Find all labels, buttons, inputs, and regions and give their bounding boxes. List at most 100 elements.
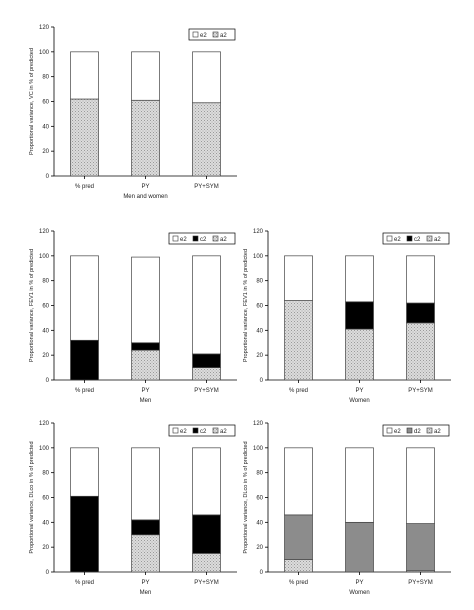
bar-segment-a2 xyxy=(406,322,435,381)
x-tick-label: % pred xyxy=(289,388,308,394)
chart-panel-2: 0 20 40 60 80 100 120 % pred PY PY+SYM Men Proporti… xyxy=(29,229,237,404)
legend-swatch-a2 xyxy=(426,427,433,434)
y-tick-label: 120 xyxy=(253,421,264,427)
bar-segment-a2 xyxy=(345,328,374,381)
y-axis-title: Proportional variance, FEV1 in % of pred… xyxy=(29,249,35,362)
bar-segment-e2 xyxy=(131,256,160,344)
legend-swatch-e2 xyxy=(172,235,179,242)
legend-swatch-a2 xyxy=(212,235,219,242)
bar-segment-e2 xyxy=(70,447,99,497)
bar-segment-d2 xyxy=(345,521,374,573)
legend-swatch-e2 xyxy=(192,31,199,38)
bar-segment-d2 xyxy=(406,523,435,572)
bar-segment-a2 xyxy=(131,534,160,573)
y-tick-label: 100 xyxy=(253,446,264,452)
x-tick-label: PY xyxy=(141,580,149,586)
legend-label-c2: c2 xyxy=(200,429,207,435)
chart-panel-3: 0 20 40 60 80 100 120 % pred PY PY+SYM Women Propor… xyxy=(243,229,451,404)
y-axis-title: Proportional variance, DLco in % of pred… xyxy=(243,441,249,553)
legend-swatch-e2 xyxy=(386,235,393,242)
y-axis-title: Proportional variance, DLco in % of pred… xyxy=(29,441,35,553)
y-tick-label: 40 xyxy=(42,520,49,526)
legend-swatch-a2 xyxy=(212,427,219,434)
bar-segment-e2 xyxy=(406,447,435,524)
y-tick-label: 100 xyxy=(39,446,50,452)
y-tick-label: 120 xyxy=(253,229,264,235)
legend-swatch-e2 xyxy=(172,427,179,434)
y-tick-label: 80 xyxy=(256,279,263,285)
y-tick-label: 0 xyxy=(46,174,50,180)
bar-segment-c2 xyxy=(345,301,374,330)
chart-panel-1: 0 20 40 60 80 100 120 % pred PY PY+SYM Men and wom… xyxy=(29,25,237,200)
x-axis-title: Men xyxy=(140,590,152,596)
legend-label-a2: a2 xyxy=(220,237,227,243)
y-tick-label: 120 xyxy=(39,229,50,235)
y-tick-label: 60 xyxy=(42,100,49,106)
legend-box xyxy=(382,424,450,437)
bar-segment-c2 xyxy=(406,302,435,324)
bar-segment-a2 xyxy=(70,98,99,177)
bar-segment-c2 xyxy=(70,495,99,573)
legend-label-a2: a2 xyxy=(434,429,441,435)
y-axis-title: Proportional variance, VC in % of predic… xyxy=(29,48,35,155)
legend-box xyxy=(382,232,450,245)
bar-segment-e2 xyxy=(345,447,374,523)
bar-segment-a2 xyxy=(192,553,221,573)
y-tick-label: 80 xyxy=(42,279,49,285)
bar-segment-e2 xyxy=(284,255,313,301)
x-tick-label: % pred xyxy=(75,184,94,190)
legend-label-c2: c2 xyxy=(200,237,207,243)
bar-segment-c2 xyxy=(131,342,160,351)
y-tick-label: 20 xyxy=(42,545,49,551)
y-tick-label: 120 xyxy=(39,421,50,427)
bar-segment-d2 xyxy=(284,514,313,560)
bar-segment-c2 xyxy=(192,353,221,368)
legend-label-e2: e2 xyxy=(394,237,401,243)
y-tick-label: 20 xyxy=(256,353,263,359)
legend-swatch-d2 xyxy=(406,427,413,434)
legend-box xyxy=(168,424,236,437)
bar-segment-e2 xyxy=(284,447,313,516)
x-tick-label: % pred xyxy=(75,580,94,586)
x-tick-label: PY+SYM xyxy=(408,388,433,394)
legend-box xyxy=(188,28,236,41)
legend-box xyxy=(168,232,236,245)
legend-label-e2: e2 xyxy=(180,429,187,435)
y-tick-label: 40 xyxy=(256,520,263,526)
legend-label-a2: a2 xyxy=(220,429,227,435)
x-tick-label: PY xyxy=(355,580,363,586)
x-axis-title: Men xyxy=(140,398,152,404)
bar-segment-a2 xyxy=(131,99,160,177)
x-tick-label: PY xyxy=(355,388,363,394)
x-tick-label: PY xyxy=(141,388,149,394)
bar-segment-a2 xyxy=(284,559,313,573)
bar-segment-e2 xyxy=(406,255,435,304)
y-tick-label: 100 xyxy=(39,50,50,56)
y-axis-title: Proportional variance, FEV1 in % of pred… xyxy=(243,249,249,362)
y-tick-label: 60 xyxy=(256,496,263,502)
legend-swatch-c2 xyxy=(192,235,199,242)
x-axis-title: Women xyxy=(349,398,370,404)
legend-label-e2: e2 xyxy=(200,33,207,39)
chart-panel-4: 0 20 40 60 80 100 120 % pred PY PY+SYM Men Proporti… xyxy=(29,421,237,596)
bar-segment-c2 xyxy=(131,519,160,536)
x-tick-label: % pred xyxy=(289,580,308,586)
y-tick-label: 80 xyxy=(42,471,49,477)
bar-segment-a2 xyxy=(192,367,221,381)
legend-label-e2: e2 xyxy=(394,429,401,435)
y-tick-label: 100 xyxy=(39,254,50,260)
bar-segment-a2 xyxy=(192,102,221,177)
chart-panel-5: 0 20 40 60 80 100 120 % pred PY PY+SYM Women Propor… xyxy=(243,421,451,596)
bar-segment-e2 xyxy=(131,51,160,101)
legend-swatch-e2 xyxy=(386,427,393,434)
legend-swatch-c2 xyxy=(406,235,413,242)
y-tick-label: 80 xyxy=(256,471,263,477)
bar-segment-c2 xyxy=(70,339,99,381)
x-tick-label: PY+SYM xyxy=(194,388,219,394)
y-tick-label: 20 xyxy=(42,149,49,155)
y-tick-label: 0 xyxy=(46,378,50,384)
y-tick-label: 60 xyxy=(42,304,49,310)
y-tick-label: 120 xyxy=(39,25,50,31)
legend-label-a2: a2 xyxy=(434,237,441,243)
